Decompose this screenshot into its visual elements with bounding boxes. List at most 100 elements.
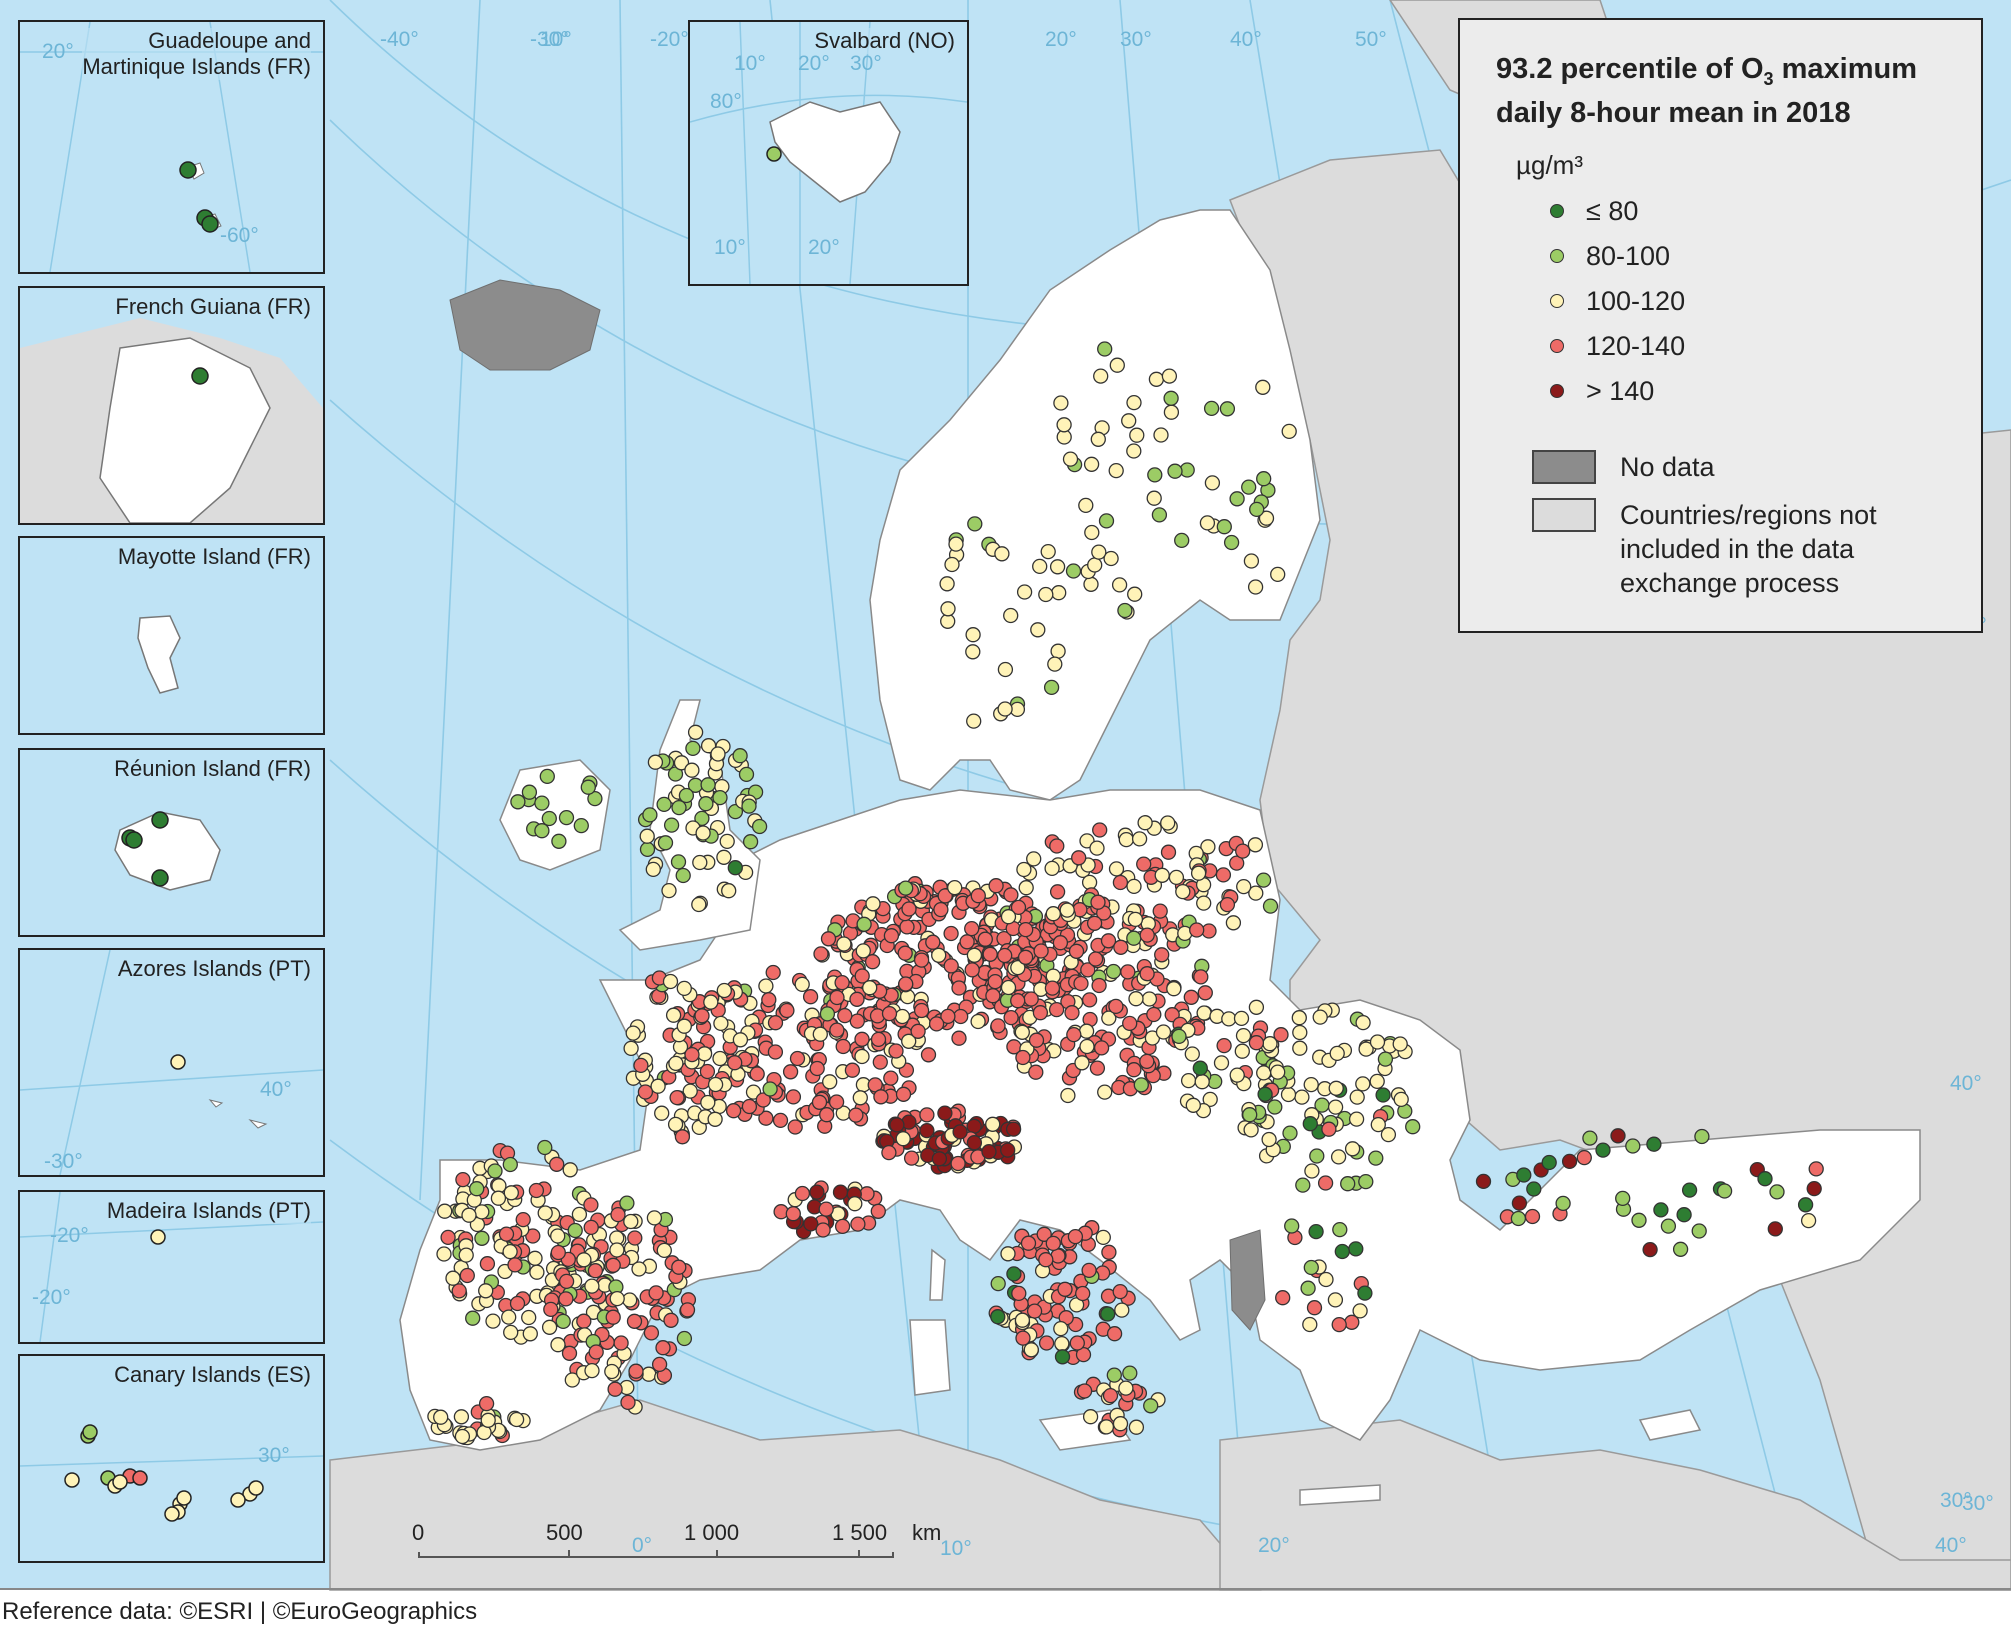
station-dot (696, 1046, 713, 1062)
station-dot (1229, 1067, 1245, 1083)
station-dot (762, 1081, 778, 1097)
station-dot (1126, 394, 1142, 411)
station-dot (898, 976, 914, 992)
station-dot (1122, 1365, 1138, 1381)
station-dot (1093, 1040, 1110, 1056)
inset-title-line: Azores Islands (PT) (117, 956, 311, 981)
station-dot (623, 1213, 639, 1230)
station-dot (1010, 959, 1026, 976)
station-dot (834, 1218, 851, 1235)
graticule-label: 30° (850, 52, 882, 75)
station-dot (641, 1366, 657, 1382)
station-dot (1033, 943, 1049, 959)
station-dot (1160, 844, 1177, 860)
station-dot (854, 1048, 870, 1065)
station-dot (1082, 1409, 1099, 1425)
legend-title: 93.2 percentile of O3 maximum daily 8-ho… (1496, 52, 1976, 130)
station-dot (633, 1057, 649, 1074)
footer-reference: Reference data: ©ESRI | ©EuroGeographics (2, 1598, 478, 1625)
station-dot (1117, 602, 1133, 619)
station-dot (765, 964, 781, 981)
inset-svalbard: 10° 20° 30° 80° 10° 20° Svalbard (NO) (688, 20, 969, 286)
station-dot (1524, 1208, 1541, 1225)
station-dot (700, 777, 716, 793)
station-dot (528, 1182, 545, 1199)
station-dot (1184, 1046, 1200, 1062)
station-dot (465, 1310, 481, 1326)
station-dot (1075, 1346, 1092, 1363)
station-dot (1032, 1005, 1049, 1021)
station-dot (1213, 1055, 1230, 1071)
station-dot (1017, 949, 1034, 965)
station-dot (794, 1185, 811, 1202)
station-dot (1344, 1141, 1361, 1157)
station-dot (987, 973, 1003, 990)
station-dot (626, 1313, 643, 1329)
station-dot (707, 1111, 723, 1127)
station-dot (679, 1302, 696, 1318)
station-dot (1716, 1183, 1733, 1199)
station-dot (699, 1063, 716, 1080)
station-dot (651, 1356, 668, 1373)
station-dot (1646, 1136, 1662, 1152)
station-dot (1056, 417, 1072, 433)
station-dot (1101, 1244, 1117, 1260)
scale-tick (716, 1550, 718, 1558)
station-dot (1154, 867, 1170, 883)
legend-title-part: maximum (1773, 53, 1918, 85)
station-dot (721, 883, 737, 899)
station-dot (508, 1411, 525, 1428)
station-dot (1249, 501, 1265, 518)
graticule-label: 20° (42, 40, 74, 63)
station-dot (694, 810, 710, 827)
station-dot (1694, 1128, 1710, 1145)
station-dot (894, 1008, 911, 1025)
station-dot (1183, 989, 1199, 1005)
station-dot (895, 1086, 912, 1102)
legend-label: 80-100 (1586, 240, 1671, 271)
station-dot (1155, 1024, 1172, 1040)
legend-no-data-swatch (1532, 450, 1596, 484)
station-dot (1112, 1283, 1128, 1300)
station-dot (758, 978, 774, 994)
station-dot (1511, 1195, 1528, 1211)
station-dot (675, 867, 691, 884)
station-dot (1576, 1149, 1592, 1166)
station-dot (1223, 534, 1240, 551)
station-dot (1112, 874, 1129, 891)
station-dot (1148, 371, 1165, 387)
station-dot (997, 947, 1013, 964)
station-dot (1392, 1036, 1408, 1052)
station-dot (676, 1330, 693, 1347)
station-dot (1091, 544, 1107, 560)
station-dot (455, 1171, 471, 1188)
station-dot (1000, 979, 1017, 996)
station-dot (1026, 851, 1042, 867)
station-dot (609, 1290, 625, 1307)
station-dot (1092, 822, 1108, 838)
station-dot (1167, 463, 1183, 479)
station-dot (1248, 885, 1264, 901)
station-dot (691, 896, 707, 913)
station-dot (1163, 390, 1179, 406)
station-dot (487, 1163, 503, 1179)
station-dot (964, 962, 980, 978)
station-dot (1258, 510, 1275, 526)
station-dot (952, 1124, 968, 1140)
station-dot (698, 796, 714, 812)
station-dot (1281, 423, 1297, 440)
station-dot (897, 945, 913, 961)
station-dot (655, 1340, 671, 1356)
station-dot (889, 1117, 905, 1133)
station-dot (751, 818, 768, 835)
station-dot (1340, 1176, 1356, 1192)
station-dot (646, 1210, 663, 1226)
station-dot (1051, 585, 1067, 601)
inset-mayotte: Mayotte Island (FR) (18, 536, 325, 735)
station-dot (1242, 1107, 1258, 1123)
station-dot (1160, 815, 1176, 831)
station-dot (1030, 622, 1046, 638)
station-dot (1235, 1027, 1252, 1044)
station-dot (607, 1381, 623, 1397)
station-dot (988, 878, 1004, 894)
